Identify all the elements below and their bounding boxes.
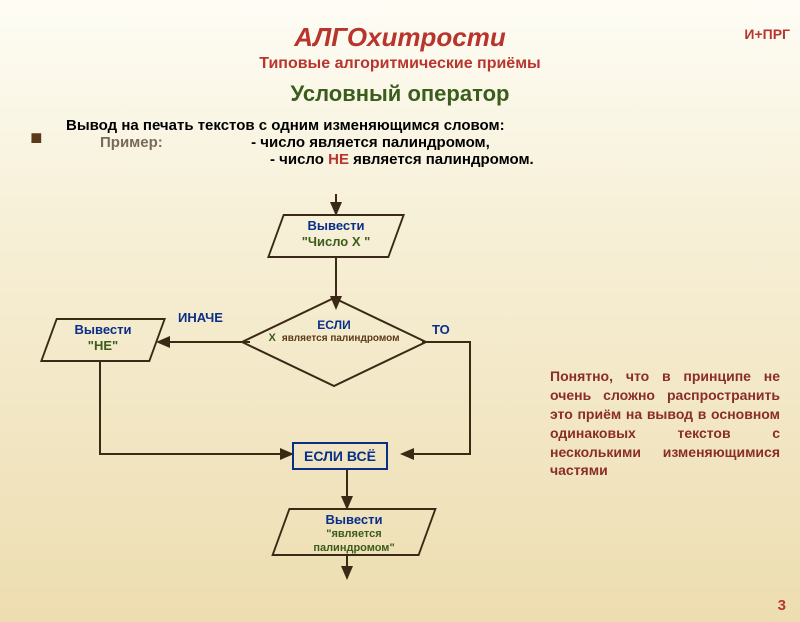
output-node-ne: Вывести "НЕ" <box>48 318 158 362</box>
side-note-text: Понятно, что в принципе не очень сложно … <box>550 367 780 480</box>
edge-label-then: ТО <box>432 322 450 337</box>
decision-x: X <box>268 332 275 344</box>
output-node-pal-text: "является палиндромом" <box>288 528 420 556</box>
decision-condition: является палиндромом <box>282 333 400 344</box>
output-node-ne-text: "НЕ" <box>56 338 150 354</box>
output-node-pal-title: Вывести <box>288 512 420 528</box>
decision-node: ЕСЛИ X является палиндромом <box>240 296 428 388</box>
output-node-text: "Число X " <box>283 234 389 250</box>
output-node-title: Вывести <box>283 218 389 234</box>
endif-node: ЕСЛИ ВСЁ <box>292 442 388 470</box>
output-node-number-x: Вывести "Число X " <box>275 214 397 258</box>
edge-label-else: ИНАЧЕ <box>178 310 223 325</box>
output-node-ne-title: Вывести <box>56 322 150 338</box>
output-node-palindrome: Вывести "является палиндромом" <box>280 508 428 556</box>
decision-if-label: ЕСЛИ <box>317 318 350 332</box>
